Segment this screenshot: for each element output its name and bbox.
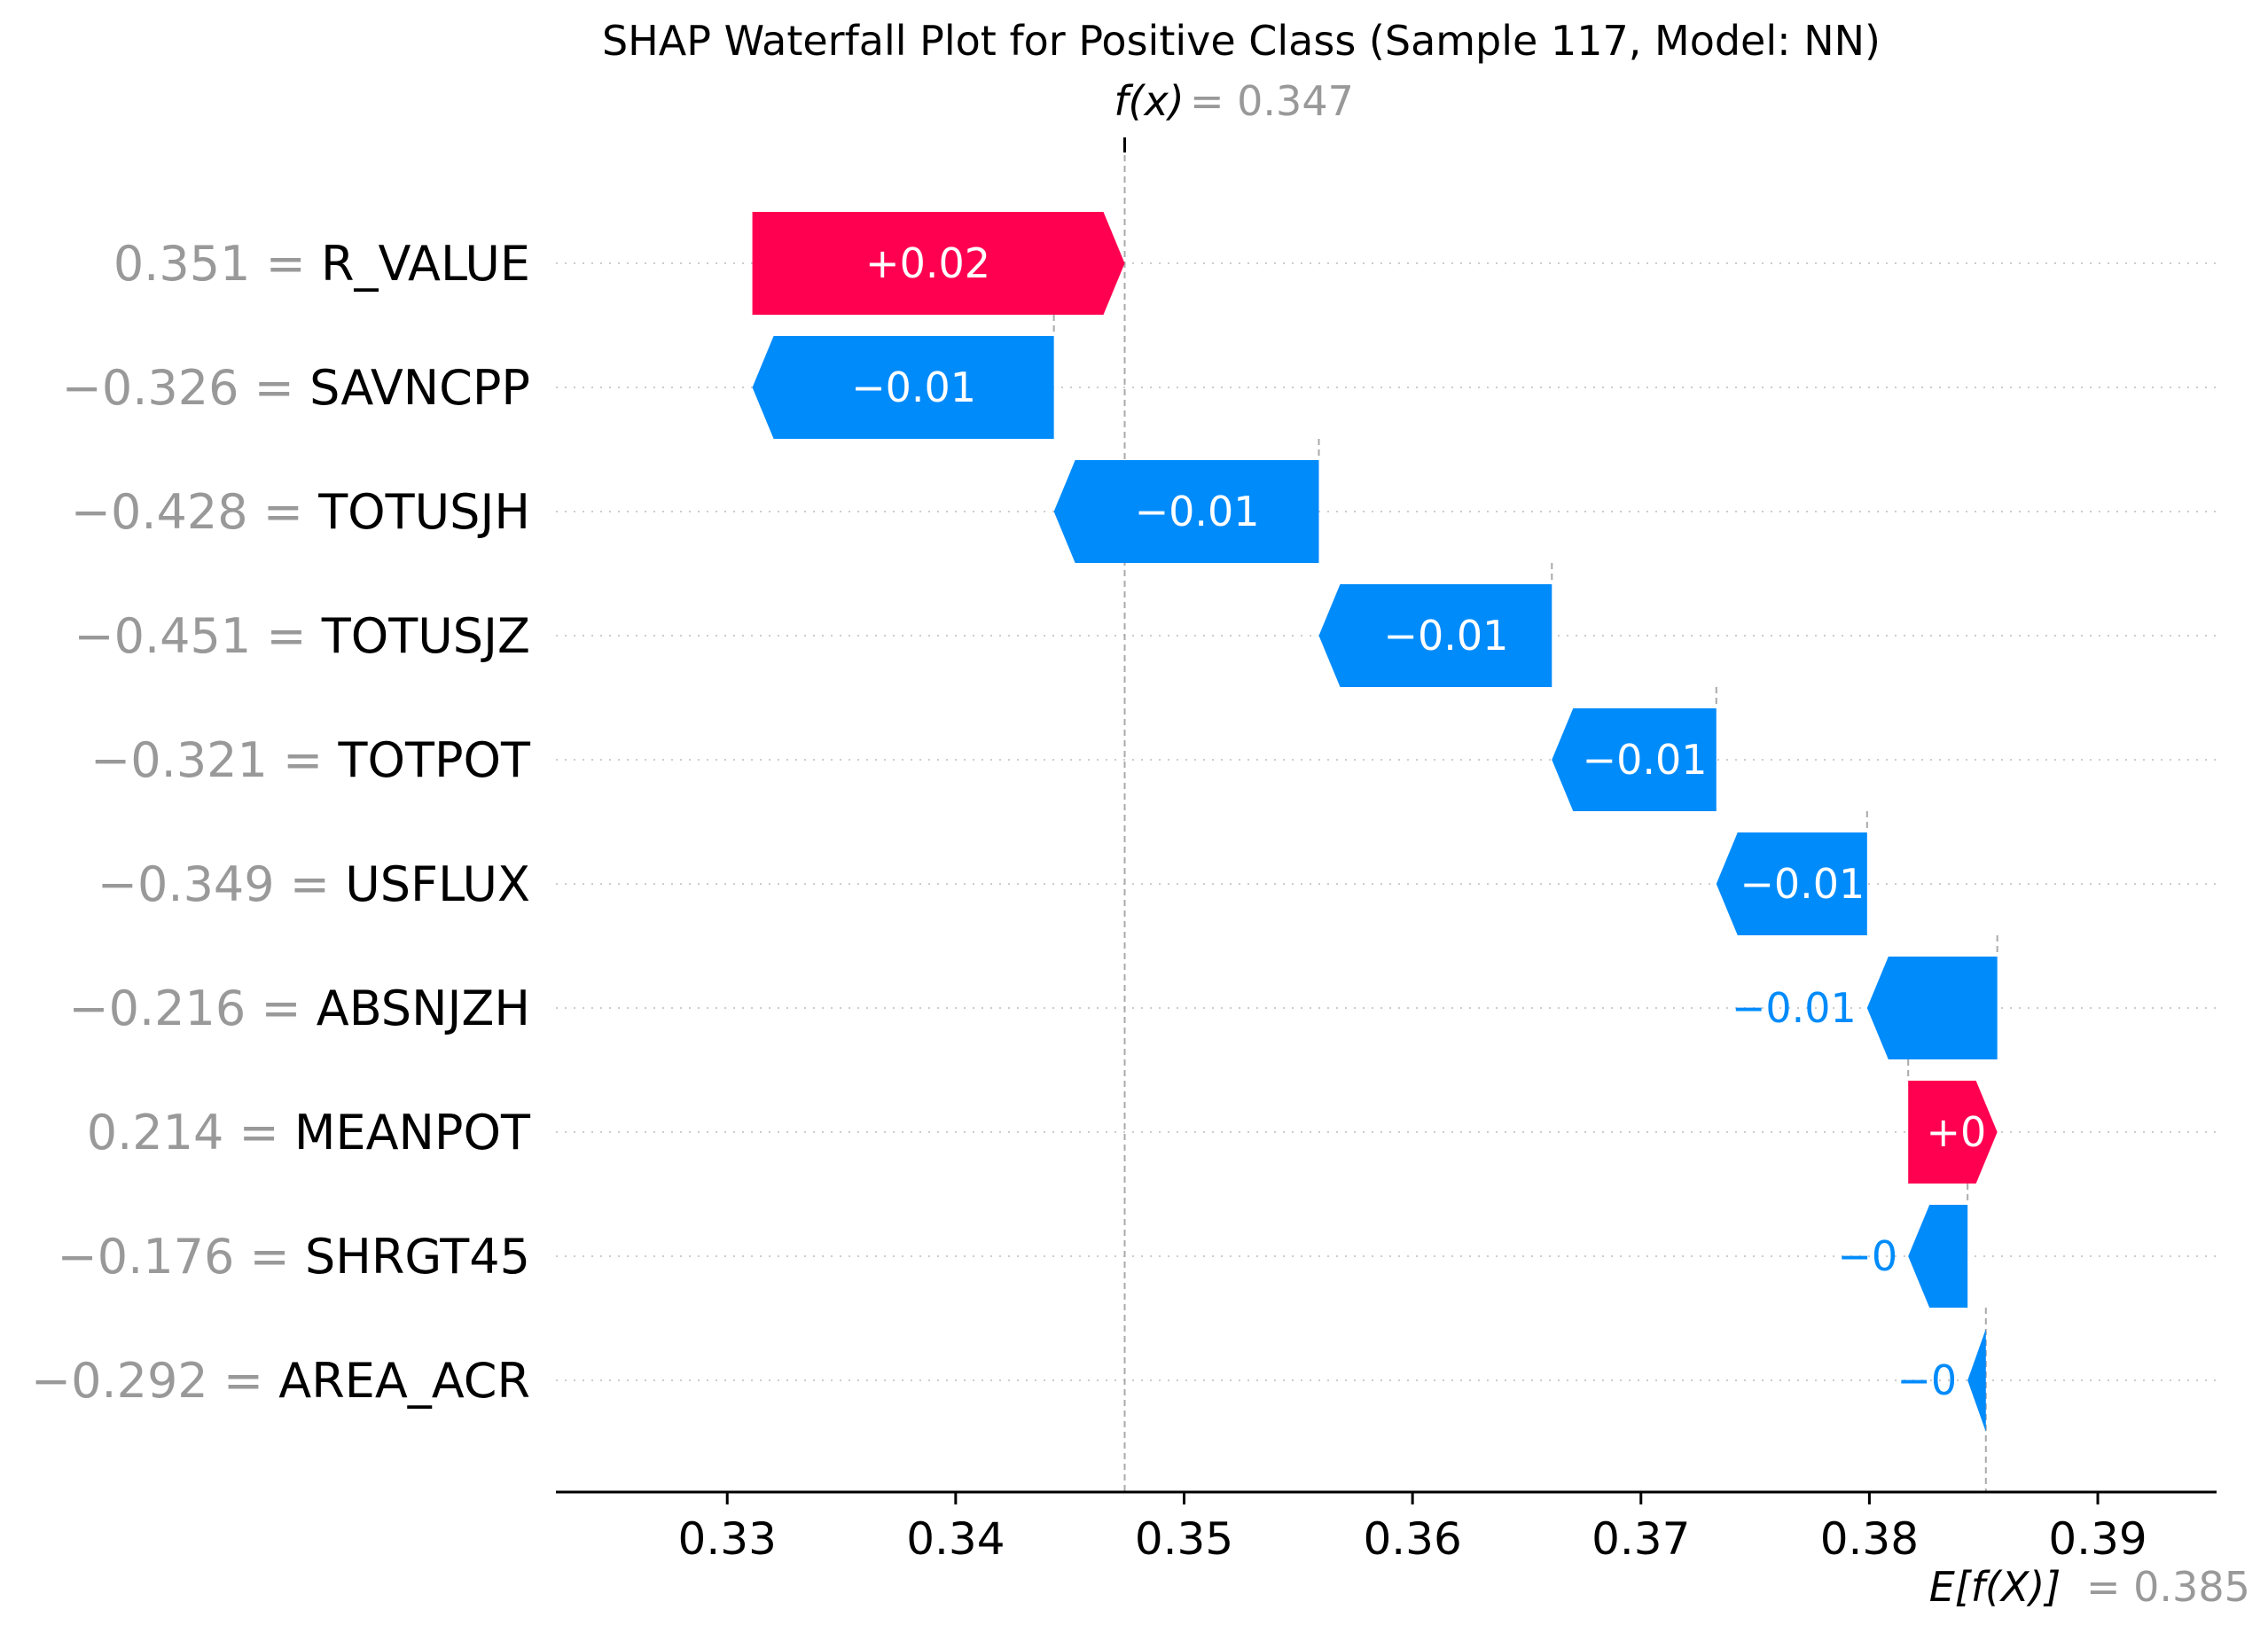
feature-label: −0.216 = ABSNJZH xyxy=(68,981,530,1036)
bar-value-label: −0.01 xyxy=(1732,984,1857,1032)
shap-bar-absnjzh xyxy=(1866,957,1998,1059)
feature-name: USFLUX xyxy=(345,856,530,912)
feature-label: −0.428 = TOTUSJH xyxy=(71,484,530,540)
feature-label: −0.321 = TOTPOT xyxy=(90,732,531,788)
bar-value-label: +0 xyxy=(1927,1108,1987,1156)
x-tick-label: 0.37 xyxy=(1592,1513,1690,1565)
feature-label: −0.451 = TOTUSJZ xyxy=(74,608,530,664)
feature-value: −0.451 = xyxy=(74,608,321,664)
bar-value-label: +0.02 xyxy=(865,239,990,287)
x-tick-label: 0.34 xyxy=(906,1513,1005,1565)
feature-label: −0.292 = AREA_ACR xyxy=(31,1353,530,1409)
x-tick-label: 0.36 xyxy=(1363,1513,1461,1565)
bar-value-label: −0.01 xyxy=(1383,612,1508,660)
feature-value: −0.349 = xyxy=(98,856,345,912)
shap-bar-meanpot xyxy=(1908,1081,1998,1184)
feature-label: 0.351 = R_VALUE xyxy=(113,236,530,292)
feature-label: −0.349 = USFLUX xyxy=(98,856,530,912)
bar-value-label: −0.01 xyxy=(1135,488,1260,535)
feature-value: 0.214 = xyxy=(87,1105,294,1160)
bar-value-label: −0.01 xyxy=(1583,736,1708,784)
x-tick-label: 0.35 xyxy=(1135,1513,1233,1565)
shap-bar-totusjh xyxy=(1053,460,1319,563)
feature-value: −0.326 = xyxy=(62,360,309,416)
feature-name: ABSNJZH xyxy=(317,981,530,1036)
shap-bar-shrgt45 xyxy=(1908,1205,1968,1308)
x-tick-label: 0.33 xyxy=(678,1513,777,1565)
feature-name: AREA_ACR xyxy=(278,1353,530,1409)
fx-label: f(x) xyxy=(1114,77,1184,125)
feature-value: −0.292 = xyxy=(31,1353,278,1409)
feature-name: SAVNCPP xyxy=(309,360,530,416)
shap-bar-r-value xyxy=(752,212,1125,315)
feature-name: R_VALUE xyxy=(321,236,530,292)
feature-label: 0.214 = MEANPOT xyxy=(87,1105,531,1160)
shap-bar-usflux xyxy=(1716,832,1867,935)
bar-value-label: −0.01 xyxy=(1740,860,1865,908)
bar-value-label: −0 xyxy=(1837,1232,1897,1280)
efx-value: = 0.385 xyxy=(2086,1563,2250,1611)
feature-name: TOTUSJH xyxy=(317,484,530,540)
feature-value: 0.351 = xyxy=(113,236,321,292)
feature-label: −0.176 = SHRGT45 xyxy=(58,1229,530,1285)
feature-name: SHRGT45 xyxy=(305,1229,530,1285)
feature-label: −0.326 = SAVNCPP xyxy=(62,360,530,416)
shap-bar-area-acr xyxy=(1967,1329,1986,1432)
x-tick-label: 0.39 xyxy=(2048,1513,2147,1565)
x-tick-label: 0.38 xyxy=(1820,1513,1919,1565)
feature-value: −0.428 = xyxy=(71,484,318,540)
feature-name: TOTPOT xyxy=(337,732,531,788)
feature-name: MEANPOT xyxy=(294,1105,531,1160)
feature-value: −0.216 = xyxy=(68,981,316,1036)
bar-value-label: −0.01 xyxy=(851,363,976,411)
feature-value: −0.176 = xyxy=(58,1229,305,1285)
efx-annotation: E[f(X)] = 0.385 xyxy=(1929,1563,2250,1611)
bar-value-label: −0 xyxy=(1897,1356,1957,1404)
chart-title: SHAP Waterfall Plot for Positive Class (… xyxy=(602,17,1881,65)
shap-bar-savncpp xyxy=(752,336,1054,439)
feature-value: −0.321 = xyxy=(90,732,338,788)
feature-name: TOTUSJZ xyxy=(321,608,530,664)
shap-bar-totpot xyxy=(1552,708,1717,811)
shap-bar-totusjz xyxy=(1318,584,1552,687)
efx-label: E[f(X)] xyxy=(1929,1563,2061,1611)
fx-value: = 0.347 xyxy=(1190,77,1354,125)
fx-annotation: f(x) = 0.347 xyxy=(1114,77,1354,125)
